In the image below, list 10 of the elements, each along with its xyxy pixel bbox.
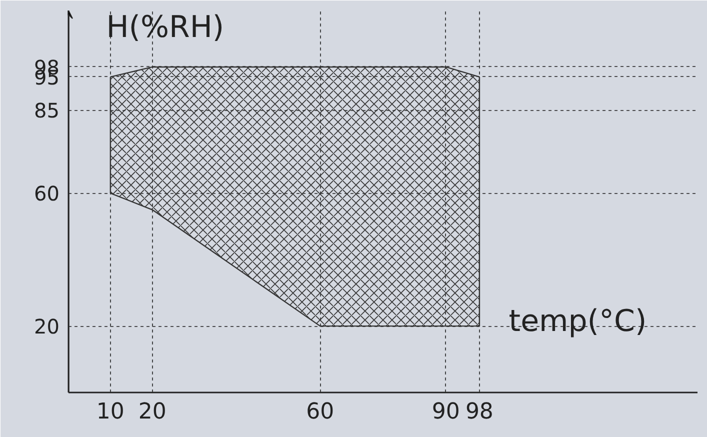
y-tick-label: 20 — [34, 314, 60, 339]
y-tick-label: 60 — [34, 182, 60, 206]
x-tick-label: 90 — [432, 400, 460, 424]
x-tick-label: 60 — [306, 400, 334, 424]
y-axis-title: H(%RH) — [106, 10, 224, 45]
x-tick-label: 98 — [465, 400, 494, 424]
x-axis-title: temp(°C) — [508, 304, 647, 340]
x-tick-label: 20 — [138, 400, 166, 424]
x-tick-label: 10 — [96, 400, 124, 424]
y-tick-label: 85 — [34, 98, 60, 123]
